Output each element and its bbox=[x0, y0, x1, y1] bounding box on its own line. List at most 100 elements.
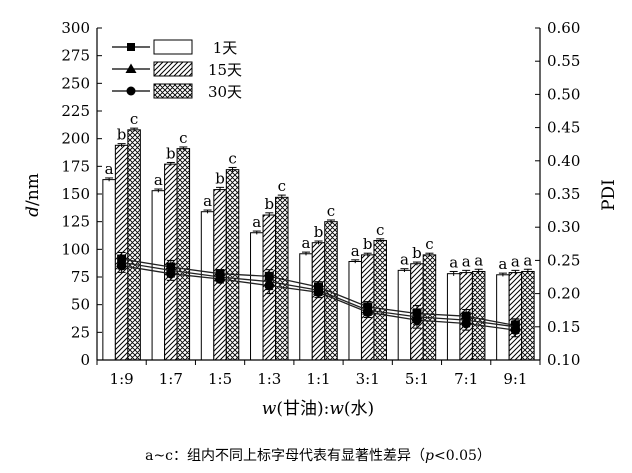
bar bbox=[373, 239, 387, 361]
significance-label: a bbox=[154, 171, 163, 189]
y-tick-label-left: 125 bbox=[61, 213, 90, 231]
x-tick-label: 1:9 bbox=[110, 370, 134, 388]
bar bbox=[200, 211, 215, 361]
x-axis-title: w(甘油):w(水) bbox=[262, 399, 374, 419]
y-tick-label-right: 0.55 bbox=[547, 52, 580, 70]
y-tick-label-left: 250 bbox=[61, 74, 90, 92]
pdi-point bbox=[461, 318, 471, 329]
x-tick-label: 1:3 bbox=[257, 370, 281, 388]
pdi-point bbox=[215, 274, 225, 284]
bar bbox=[348, 261, 362, 361]
y-tick-label-left: 50 bbox=[71, 296, 90, 314]
significance-label: b bbox=[412, 244, 422, 262]
legend-marker bbox=[125, 63, 137, 73]
y-tick-label-right: 0.35 bbox=[547, 185, 580, 203]
x-tick-label: 1:5 bbox=[208, 370, 232, 388]
y-tick-label-left: 100 bbox=[61, 240, 90, 258]
pdi-point bbox=[362, 307, 373, 317]
bar bbox=[127, 129, 141, 361]
footnote: a~c：组内不同上标字母代表有显著性差异（p<0.05） bbox=[145, 448, 491, 464]
pdi-point bbox=[166, 268, 176, 279]
significance-label: a bbox=[105, 160, 114, 178]
significance-label: a bbox=[302, 234, 311, 252]
bar bbox=[521, 270, 535, 361]
legend-marker bbox=[127, 43, 135, 51]
y-tick-label-left: 175 bbox=[61, 157, 90, 175]
significance-label: a bbox=[498, 255, 507, 273]
bar bbox=[496, 274, 510, 361]
significance-label: c bbox=[425, 235, 433, 253]
y-tick-label-left: 25 bbox=[71, 323, 90, 341]
legend-swatch bbox=[153, 83, 193, 99]
significance-label: a bbox=[400, 251, 409, 269]
significance-label: c bbox=[376, 221, 384, 239]
y-tick-label-right: 0.45 bbox=[547, 119, 580, 137]
legend-label: 15天 bbox=[208, 61, 242, 79]
legend-swatch bbox=[153, 39, 193, 55]
significance-label: c bbox=[278, 177, 286, 195]
pdi-point bbox=[510, 325, 521, 335]
significance-label: c bbox=[179, 129, 187, 147]
significance-label: b bbox=[264, 195, 274, 213]
bar bbox=[446, 273, 461, 361]
y-tick-label-left: 75 bbox=[71, 268, 90, 286]
significance-label: a bbox=[523, 251, 532, 269]
significance-label: a bbox=[351, 242, 360, 260]
x-tick-label: 3:1 bbox=[356, 370, 380, 388]
significance-label: a bbox=[252, 213, 261, 231]
pdi-point bbox=[264, 280, 275, 291]
bar bbox=[311, 242, 326, 361]
bar bbox=[250, 232, 264, 361]
legend-label: 30天 bbox=[208, 83, 242, 101]
bar bbox=[299, 253, 313, 361]
significance-label: c bbox=[228, 149, 236, 167]
y-tick-label-left: 150 bbox=[61, 185, 90, 203]
significance-label: c bbox=[130, 110, 138, 128]
significance-label: b bbox=[166, 144, 176, 162]
y-tick-label-right: 0.25 bbox=[547, 251, 580, 269]
bar bbox=[471, 270, 486, 361]
significance-label: b bbox=[314, 223, 324, 241]
pdi-point bbox=[116, 260, 127, 271]
y-tick-label-right: 0.20 bbox=[547, 285, 580, 303]
significance-label: a bbox=[474, 251, 483, 269]
y-tick-label-left: 0 bbox=[80, 351, 90, 369]
y-tick-label-left: 225 bbox=[61, 102, 90, 120]
significance-label: b bbox=[363, 235, 373, 253]
bar bbox=[422, 254, 437, 361]
y-tick-label-right: 0.60 bbox=[547, 19, 580, 37]
legend-marker bbox=[126, 86, 136, 96]
y-tick-label-right: 0.40 bbox=[547, 152, 580, 170]
bar bbox=[225, 169, 240, 361]
y-tick-label-right: 0.15 bbox=[547, 318, 580, 336]
bar bbox=[508, 272, 523, 361]
pdi-point bbox=[313, 287, 324, 298]
significance-label: b bbox=[117, 126, 127, 144]
significance-label: c bbox=[327, 202, 335, 220]
bar bbox=[102, 179, 116, 361]
x-tick-label: 1:1 bbox=[306, 370, 330, 388]
bar bbox=[151, 190, 166, 361]
y-tick-label-left: 275 bbox=[61, 47, 90, 65]
significance-label: a bbox=[462, 252, 471, 270]
bar bbox=[176, 148, 191, 361]
x-tick-label: 9:1 bbox=[503, 370, 527, 388]
pdi-point bbox=[412, 315, 422, 325]
x-tick-label: 5:1 bbox=[405, 370, 429, 388]
legend-swatch bbox=[153, 61, 193, 77]
y-tick-label-right: 0.50 bbox=[547, 85, 580, 103]
y-tick-label-right: 0.10 bbox=[547, 351, 580, 369]
legend-label: 1天 bbox=[213, 39, 238, 57]
x-tick-label: 7:1 bbox=[454, 370, 478, 388]
y-tick-label-right: 0.30 bbox=[547, 218, 580, 236]
y-tick-label-left: 200 bbox=[61, 130, 90, 148]
y-tick-label-left: 300 bbox=[61, 19, 90, 37]
x-tick-label: 1:7 bbox=[159, 370, 183, 388]
significance-label: b bbox=[215, 169, 225, 187]
significance-label: a bbox=[511, 252, 520, 270]
y-axis-title-right: PDI bbox=[599, 179, 619, 211]
significance-label: a bbox=[203, 192, 212, 210]
significance-label: a bbox=[449, 253, 458, 271]
y-axis-title-left: d/nm bbox=[23, 173, 43, 217]
